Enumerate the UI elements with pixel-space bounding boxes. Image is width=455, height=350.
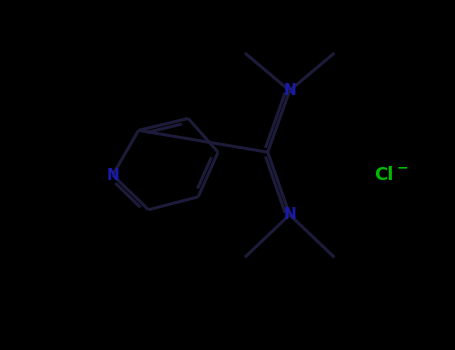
Text: Cl: Cl xyxy=(374,166,394,184)
Text: N: N xyxy=(106,168,119,182)
Text: N: N xyxy=(283,207,296,222)
Text: N: N xyxy=(283,83,296,98)
Text: −: − xyxy=(396,160,408,174)
